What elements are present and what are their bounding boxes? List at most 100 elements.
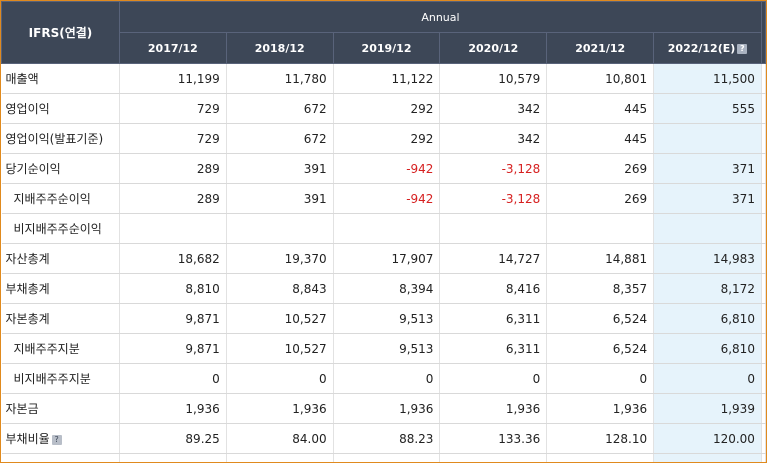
table-row: 매출액 11,199 11,780 11,122 10,579 10,801 11,500 xyxy=(1,63,766,94)
table-cell: 371 xyxy=(653,183,762,214)
table-cell xyxy=(439,213,548,244)
table-cell: 269 xyxy=(546,153,655,184)
year-header-5[interactable]: 2022/12(E)? xyxy=(653,32,762,64)
year-header-0: 2017/12 xyxy=(118,32,227,64)
table-cell: 6,524 xyxy=(546,303,655,334)
row-edge xyxy=(761,393,766,424)
year-label: 2020/12 xyxy=(468,41,519,55)
row-label: 자본총계 xyxy=(1,303,120,334)
row-label-text: 영업이익 xyxy=(5,102,50,116)
table-cell xyxy=(546,453,655,462)
row-label: 비지배주주지분 xyxy=(1,363,120,394)
table-cell: 1,936 xyxy=(333,393,441,424)
table-cell: 89.25 xyxy=(119,423,227,454)
table-cell: 1,936 xyxy=(439,393,548,424)
table-row: 영업이익 729 672 292 342 445 555 xyxy=(1,93,766,124)
row-label: 지배주주지분 xyxy=(1,333,120,364)
row-label-text: 매출액 xyxy=(5,72,39,86)
table-row: 자본총계 9,871 10,527 9,513 6,311 6,524 6,810 xyxy=(1,303,766,334)
year-label: 2022/12(E) xyxy=(667,41,736,55)
table-cell: 1,936 xyxy=(226,393,334,424)
row-label: 당기순이익 xyxy=(1,153,120,184)
table-cell: 11,780 xyxy=(226,63,334,94)
row-label-text: 부채총계 xyxy=(5,282,50,296)
table-cell: 18,682 xyxy=(119,243,227,274)
row-label: 비지배주주순이익 xyxy=(1,213,120,244)
table-row: 자본금 1,936 1,936 1,936 1,936 1,936 1,939 xyxy=(1,393,766,424)
row-label-text: 지배주주순이익 xyxy=(13,192,91,206)
help-icon[interactable]: ? xyxy=(51,434,62,445)
row-edge xyxy=(761,363,766,394)
table-cell: 88.23 xyxy=(333,423,441,454)
table-cell: 6,311 xyxy=(439,303,548,334)
accounting-standard-header: IFRS(연결) xyxy=(1,1,120,64)
table-cell: 269 xyxy=(546,183,655,214)
year-header-2: 2019/12 xyxy=(332,32,441,64)
table-cell: 9,871 xyxy=(119,333,227,364)
table-cell: 289 xyxy=(119,153,227,184)
table-row: 영업이익(발표기준) 729 672 292 342 445 xyxy=(1,123,766,154)
table-cell xyxy=(439,453,548,462)
table-row: 비지배주주순이익 xyxy=(1,213,766,244)
table-cell: 0 xyxy=(653,363,762,394)
table-cell xyxy=(546,213,655,244)
table-cell: 10,527 xyxy=(226,303,334,334)
table-cell: 10,801 xyxy=(546,63,655,94)
table-cell: 445 xyxy=(546,123,655,154)
table-cell: 10,527 xyxy=(226,333,334,364)
year-header-1: 2018/12 xyxy=(225,32,334,64)
row-edge xyxy=(761,453,766,462)
scroll-edge xyxy=(760,1,766,64)
table-cell xyxy=(333,213,441,244)
table-cell xyxy=(653,123,762,154)
table-cell: 445 xyxy=(546,93,655,124)
row-edge xyxy=(761,123,766,154)
table-row: 지배주주지분 9,871 10,527 9,513 6,311 6,524 6,810 xyxy=(1,333,766,364)
row-edge xyxy=(761,213,766,244)
table-cell xyxy=(653,213,762,244)
table-cell: 9,871 xyxy=(119,303,227,334)
table-cell: 19,370 xyxy=(226,243,334,274)
year-header-4: 2021/12 xyxy=(546,32,655,64)
table-cell xyxy=(653,453,762,462)
table-cell: 8,172 xyxy=(653,273,762,304)
row-label-text: 비지배주주지분 xyxy=(13,372,91,386)
table-cell: 0 xyxy=(333,363,441,394)
row-edge xyxy=(761,243,766,274)
table-cell: 0 xyxy=(119,363,227,394)
table-cell: 11,199 xyxy=(119,63,227,94)
table-row: 부채총계 8,810 8,843 8,394 8,416 8,357 8,172 xyxy=(1,273,766,304)
row-label-text: 지배주주지분 xyxy=(13,342,80,356)
row-label: 부채총계 xyxy=(1,273,120,304)
table-cell: 6,524 xyxy=(546,333,655,364)
table-cell: 8,810 xyxy=(119,273,227,304)
row-edge xyxy=(761,153,766,184)
table-cell: 14,881 xyxy=(546,243,655,274)
table-cell: 84.00 xyxy=(226,423,334,454)
table-cell: 120.00 xyxy=(653,423,762,454)
table-cell xyxy=(226,453,334,462)
row-edge xyxy=(761,303,766,334)
row-label xyxy=(1,453,120,462)
table-cell: 1,939 xyxy=(653,393,762,424)
table-cell: 391 xyxy=(226,153,334,184)
table-body: 매출액 11,199 11,780 11,122 10,579 10,801 11,500 영… xyxy=(1,63,766,462)
table-cell xyxy=(333,453,441,462)
row-label: 부채비율? xyxy=(1,423,120,454)
table-cell: 391 xyxy=(226,183,334,214)
table-cell: -942 xyxy=(333,153,441,184)
table-cell: 0 xyxy=(546,363,655,394)
row-edge xyxy=(761,63,766,94)
help-icon[interactable]: ? xyxy=(737,43,748,54)
row-label-text: 영업이익(발표기준) xyxy=(5,132,104,146)
table-cell: 14,983 xyxy=(653,243,762,274)
row-edge xyxy=(761,423,766,454)
table-cell: 8,416 xyxy=(439,273,548,304)
table-cell: 289 xyxy=(119,183,227,214)
table-cell: 11,500 xyxy=(653,63,762,94)
table-cell xyxy=(226,213,334,244)
table-cell: 6,810 xyxy=(653,333,762,364)
table-cell xyxy=(119,213,227,244)
